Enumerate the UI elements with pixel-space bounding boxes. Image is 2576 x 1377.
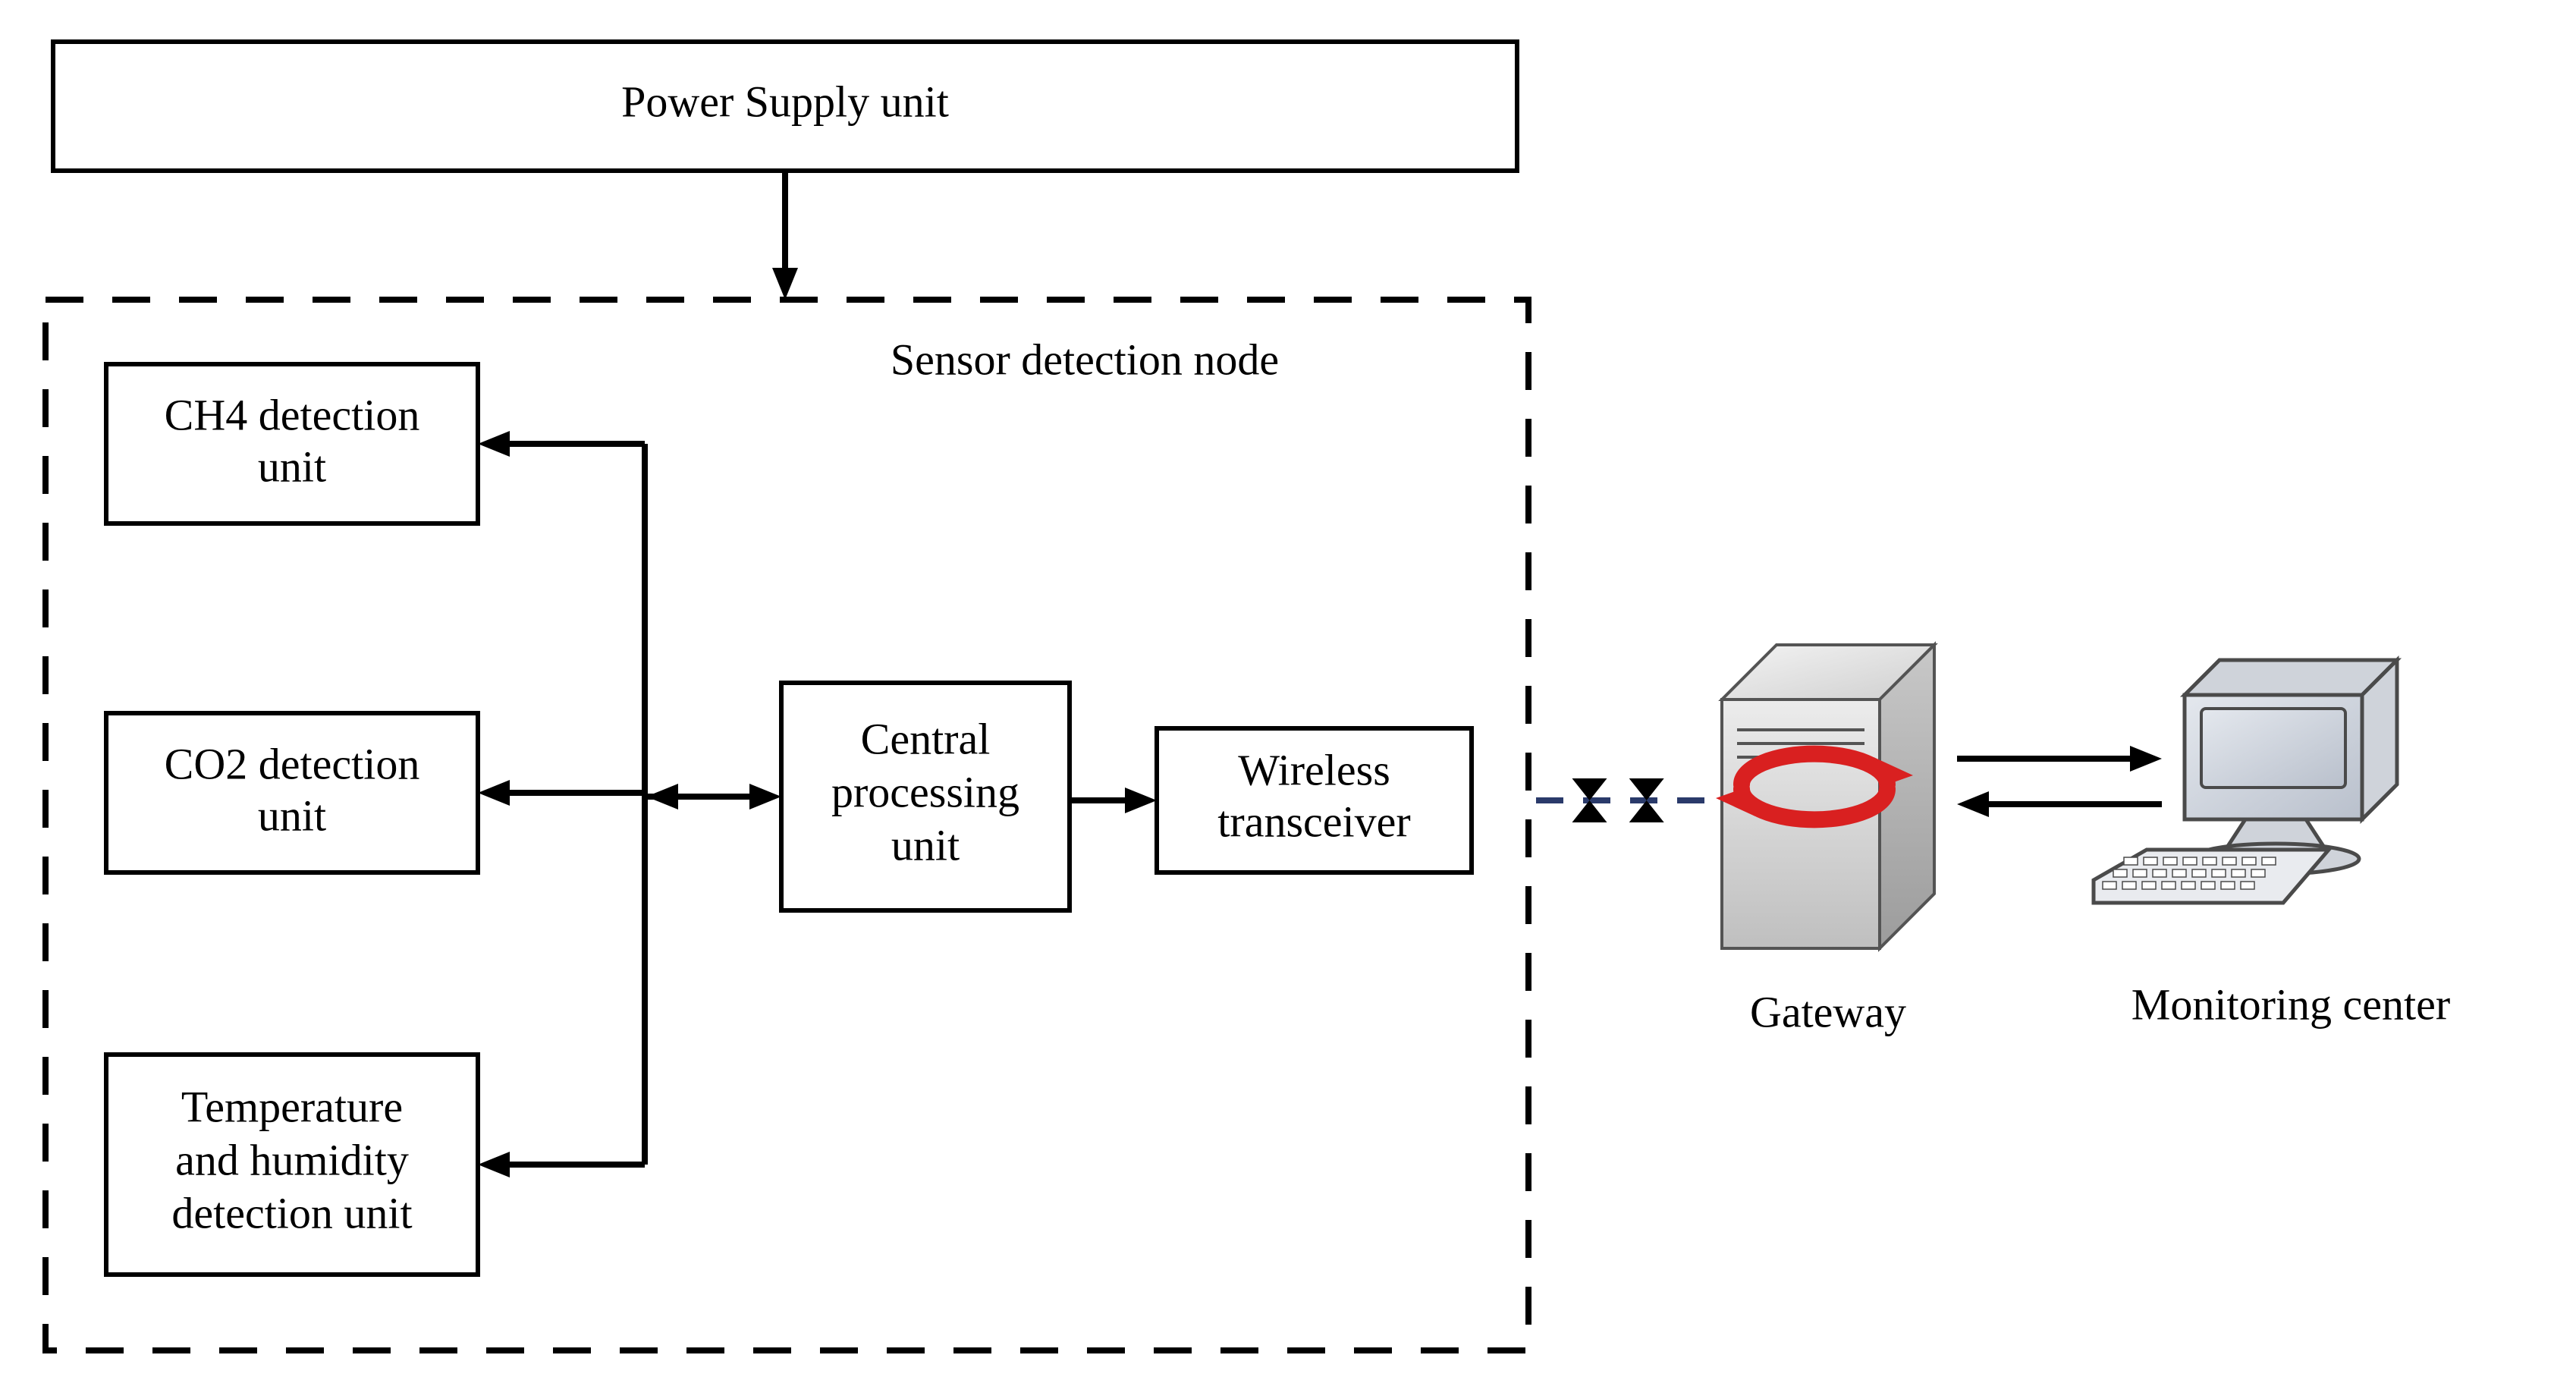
co2-label-1: CO2 detection	[165, 739, 420, 788]
arrow-head	[1125, 788, 1157, 813]
arrow-head	[772, 268, 798, 300]
arrow-head	[749, 784, 781, 810]
arrow-head	[478, 431, 510, 457]
sensor-node-label: Sensor detection node	[891, 335, 1279, 384]
wireless-label-2: transceiver	[1217, 797, 1410, 846]
cpu-label-1: Central	[861, 714, 991, 763]
arrow-head	[478, 780, 510, 806]
power-supply-label: Power Supply unit	[621, 77, 949, 126]
ch4-label-1: CH4 detection	[165, 390, 420, 439]
gateway-label: Gateway	[1750, 987, 1906, 1036]
wireless-label-1: Wireless	[1238, 745, 1390, 794]
ch4-label-2: unit	[258, 442, 326, 491]
gateway-icon	[1716, 645, 1934, 948]
co2-label-2: unit	[258, 791, 326, 840]
cpu-label-3: unit	[891, 820, 960, 869]
arrow-head	[2130, 746, 2162, 772]
th-label-1: Temperature	[181, 1082, 403, 1131]
arrow-head	[478, 1152, 510, 1177]
arrow-head	[1957, 791, 1989, 817]
monitoring-center-label: Monitoring center	[2131, 979, 2450, 1029]
th-label-3: detection unit	[171, 1188, 412, 1237]
cpu-label-2: processing	[831, 767, 1019, 816]
arrow-head	[646, 784, 678, 810]
th-label-2: and humidity	[175, 1135, 409, 1184]
monitoring-center-icon	[2094, 660, 2397, 903]
